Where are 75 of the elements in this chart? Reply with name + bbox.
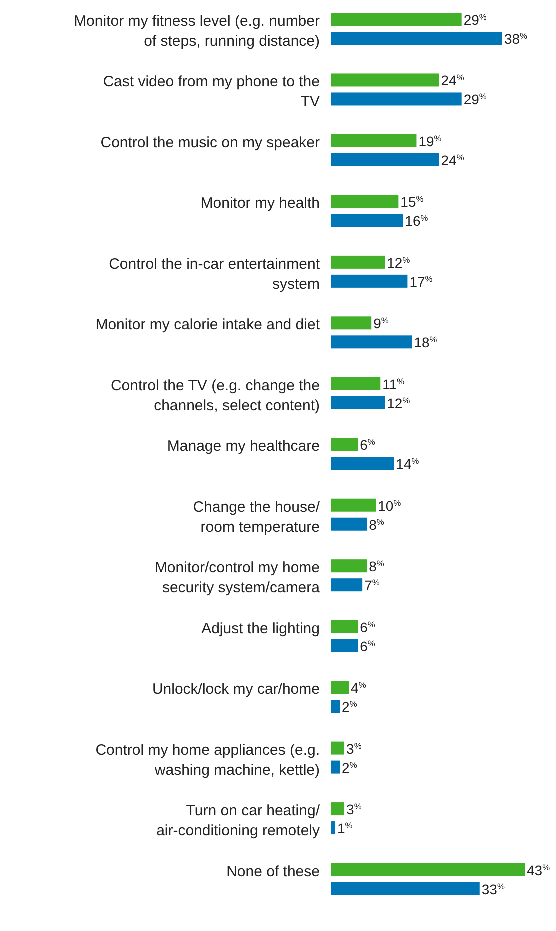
data-label: 2$^{%}$ — [342, 760, 358, 776]
data-label: 3$^{%}$ — [346, 802, 362, 818]
bar — [331, 214, 404, 228]
data-label: 7$^{%}$ — [364, 578, 380, 594]
bar — [331, 578, 363, 592]
bar — [331, 438, 358, 452]
y-tick-label: None of these — [226, 863, 320, 880]
y-tick-label: Cast video from my phone to the TV — [103, 74, 320, 111]
bar — [331, 700, 340, 714]
data-label: 8$^{%}$ — [369, 558, 385, 575]
bar — [331, 518, 368, 531]
data-label: 24$^{%}$ — [441, 72, 465, 89]
data-label: 6$^{%}$ — [360, 437, 376, 454]
bar — [331, 32, 502, 45]
bar — [331, 760, 340, 774]
data-label: 11$^{%}$ — [382, 376, 406, 392]
bar — [331, 336, 412, 349]
data-label: 9$^{%}$ — [374, 316, 390, 332]
bar — [331, 274, 408, 288]
bar — [331, 396, 386, 410]
data-label: 10$^{%}$ — [378, 498, 402, 514]
data-label: 19$^{%}$ — [418, 133, 442, 150]
bar — [331, 134, 417, 148]
y-tick-label: Monitor my health — [200, 195, 320, 212]
data-label: 18$^{%}$ — [414, 334, 438, 351]
bar — [331, 863, 525, 876]
y-tick-label: Monitor/control my home security system/camera — [154, 560, 321, 597]
data-label: 29$^{%}$ — [464, 12, 488, 28]
bar — [331, 377, 381, 390]
data-label: 24$^{%}$ — [441, 152, 465, 168]
y-tick-label: Change the house/ room temperature — [193, 498, 321, 536]
data-label: 29$^{%}$ — [464, 92, 488, 108]
bar — [331, 639, 358, 652]
bar — [331, 153, 440, 166]
bar — [331, 742, 345, 755]
bar — [331, 195, 399, 208]
y-tick-label: Turn on car heating/ air-conditioning remotely — [156, 802, 321, 840]
data-label: 43$^{%}$ — [527, 862, 551, 878]
bar — [331, 620, 358, 634]
data-label: 2$^{%}$ — [342, 699, 358, 716]
bar — [331, 498, 376, 512]
y-tick-label: Unlock/lock my car/home — [152, 681, 320, 698]
y-tick-label: Control the TV (e.g. change the channels, select content) — [110, 377, 320, 414]
bar — [331, 256, 386, 269]
data-label: 3$^{%}$ — [346, 740, 362, 757]
data-label: 16$^{%}$ — [405, 213, 429, 230]
y-tick-label: Monitor my fitness level (e.g. number of steps, running distance) — [74, 13, 320, 50]
y-tick-label: Adjust the lighting — [202, 620, 320, 638]
y-tick-label: Control my home appliances (e.g. washing machine, kettle) — [96, 742, 320, 779]
bar — [331, 13, 462, 26]
y-tick-label: Control the music on my speaker — [100, 134, 320, 152]
data-label: 1$^{%}$ — [338, 820, 354, 837]
y-tick-label: Monitor my calorie intake and diet — [96, 316, 321, 334]
data-label: 6$^{%}$ — [360, 619, 376, 636]
bar — [331, 802, 345, 816]
y-tick-label: Manage my healthcare — [167, 438, 320, 456]
y-tick-label: Control the in-car entertainment system — [109, 256, 321, 293]
bar — [331, 822, 336, 835]
data-label: 4$^{%}$ — [351, 680, 367, 696]
data-label: 33$^{%}$ — [482, 881, 506, 898]
data-label: 14$^{%}$ — [396, 456, 420, 472]
data-label: 12$^{%}$ — [387, 395, 411, 412]
bar — [331, 92, 462, 106]
data-label: 15$^{%}$ — [400, 194, 424, 210]
data-label: 6$^{%}$ — [360, 638, 376, 654]
bar — [331, 882, 480, 896]
data-label: 17$^{%}$ — [410, 274, 434, 290]
bar — [331, 74, 440, 87]
bar — [331, 560, 368, 573]
bar — [331, 316, 372, 330]
bar — [331, 681, 350, 694]
data-label: 38$^{%}$ — [504, 31, 528, 47]
data-label: 12$^{%}$ — [387, 254, 411, 271]
data-label: 8$^{%}$ — [369, 516, 385, 533]
bar — [331, 457, 394, 470]
